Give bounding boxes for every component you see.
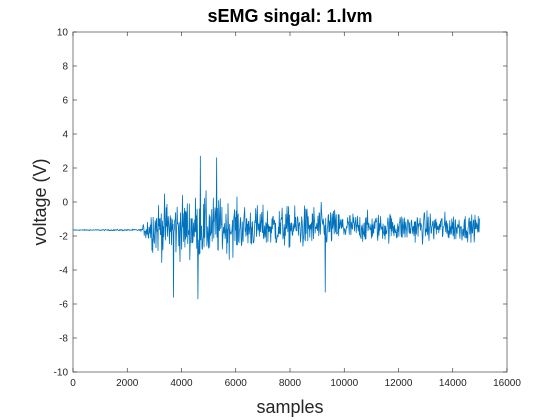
chart-title: sEMG singal: 1.lvm [207, 6, 372, 26]
axes-box [72, 31, 508, 373]
signal-line [72, 155, 481, 300]
axis-ticks: 0 2000 4000 6000 8000 10000 12000 14000 16000 -10… [54, 28, 522, 390]
x-tick-label: 16000 [493, 378, 521, 389]
y-axis-label: voltage (V) [30, 158, 50, 245]
y-tick-label: -2 [59, 232, 68, 243]
signal [72, 155, 481, 300]
x-tick-label: 0 [70, 378, 76, 389]
x-axis-label: samples [256, 397, 323, 417]
y-tick-label: -8 [59, 334, 68, 345]
y-tick-label: 2 [62, 164, 68, 175]
x-tick-label: 6000 [225, 378, 248, 389]
y-tick-label: 8 [62, 62, 68, 73]
y-tick-label: 6 [62, 96, 68, 107]
y-tick-label: -10 [54, 368, 69, 379]
x-tick-label: 14000 [439, 378, 467, 389]
y-tick-label: 4 [62, 130, 68, 141]
y-tick-label: -6 [59, 300, 68, 311]
x-tick-label: 2000 [116, 378, 139, 389]
x-tick-label: 8000 [279, 378, 302, 389]
y-tick-label: -4 [59, 266, 68, 277]
x-tick-label: 4000 [170, 378, 193, 389]
y-tick-label: 10 [57, 28, 69, 39]
plot-area: 0 2000 4000 6000 8000 10000 12000 14000 16000 -10… [54, 28, 522, 390]
x-tick-label: 12000 [385, 378, 413, 389]
y-tick-label: 0 [62, 198, 68, 209]
x-tick-label: 10000 [330, 378, 358, 389]
